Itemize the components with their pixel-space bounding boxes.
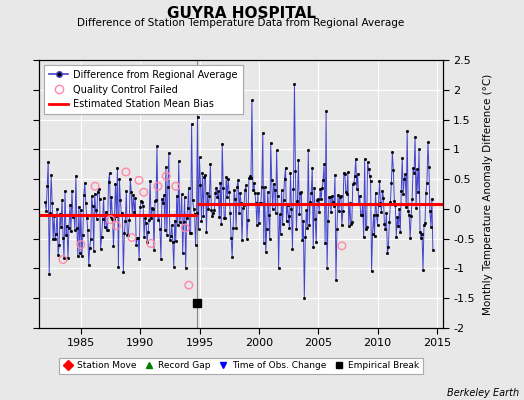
Point: [147, 240, 155, 247]
Point: [162, 173, 170, 179]
Point: [91, 183, 99, 190]
Point: [77, 242, 85, 248]
Y-axis label: Monthly Temperature Anomaly Difference (°C): Monthly Temperature Anomaly Difference (…: [483, 73, 493, 315]
Legend: Station Move, Record Gap, Time of Obs. Change, Empirical Break: Station Move, Record Gap, Time of Obs. C…: [59, 358, 423, 374]
Point: [337, 243, 346, 249]
Point: [181, 225, 190, 231]
Point: [106, 216, 115, 223]
Text: Berkeley Earth: Berkeley Earth: [446, 388, 519, 398]
Point: [135, 177, 143, 184]
Legend: Difference from Regional Average, Quality Control Failed, Estimated Station Mean: Difference from Regional Average, Qualit…: [44, 65, 243, 114]
Point: [171, 183, 180, 190]
Point: [184, 282, 193, 288]
Point: [59, 256, 67, 263]
Text: Difference of Station Temperature Data from Regional Average: Difference of Station Temperature Data f…: [78, 18, 405, 28]
Point: [139, 189, 148, 196]
Point: [122, 169, 130, 175]
Point: [128, 234, 136, 241]
Point: [154, 183, 162, 190]
Text: GUYRA HOSPITAL: GUYRA HOSPITAL: [167, 6, 315, 21]
Point: [112, 222, 121, 229]
